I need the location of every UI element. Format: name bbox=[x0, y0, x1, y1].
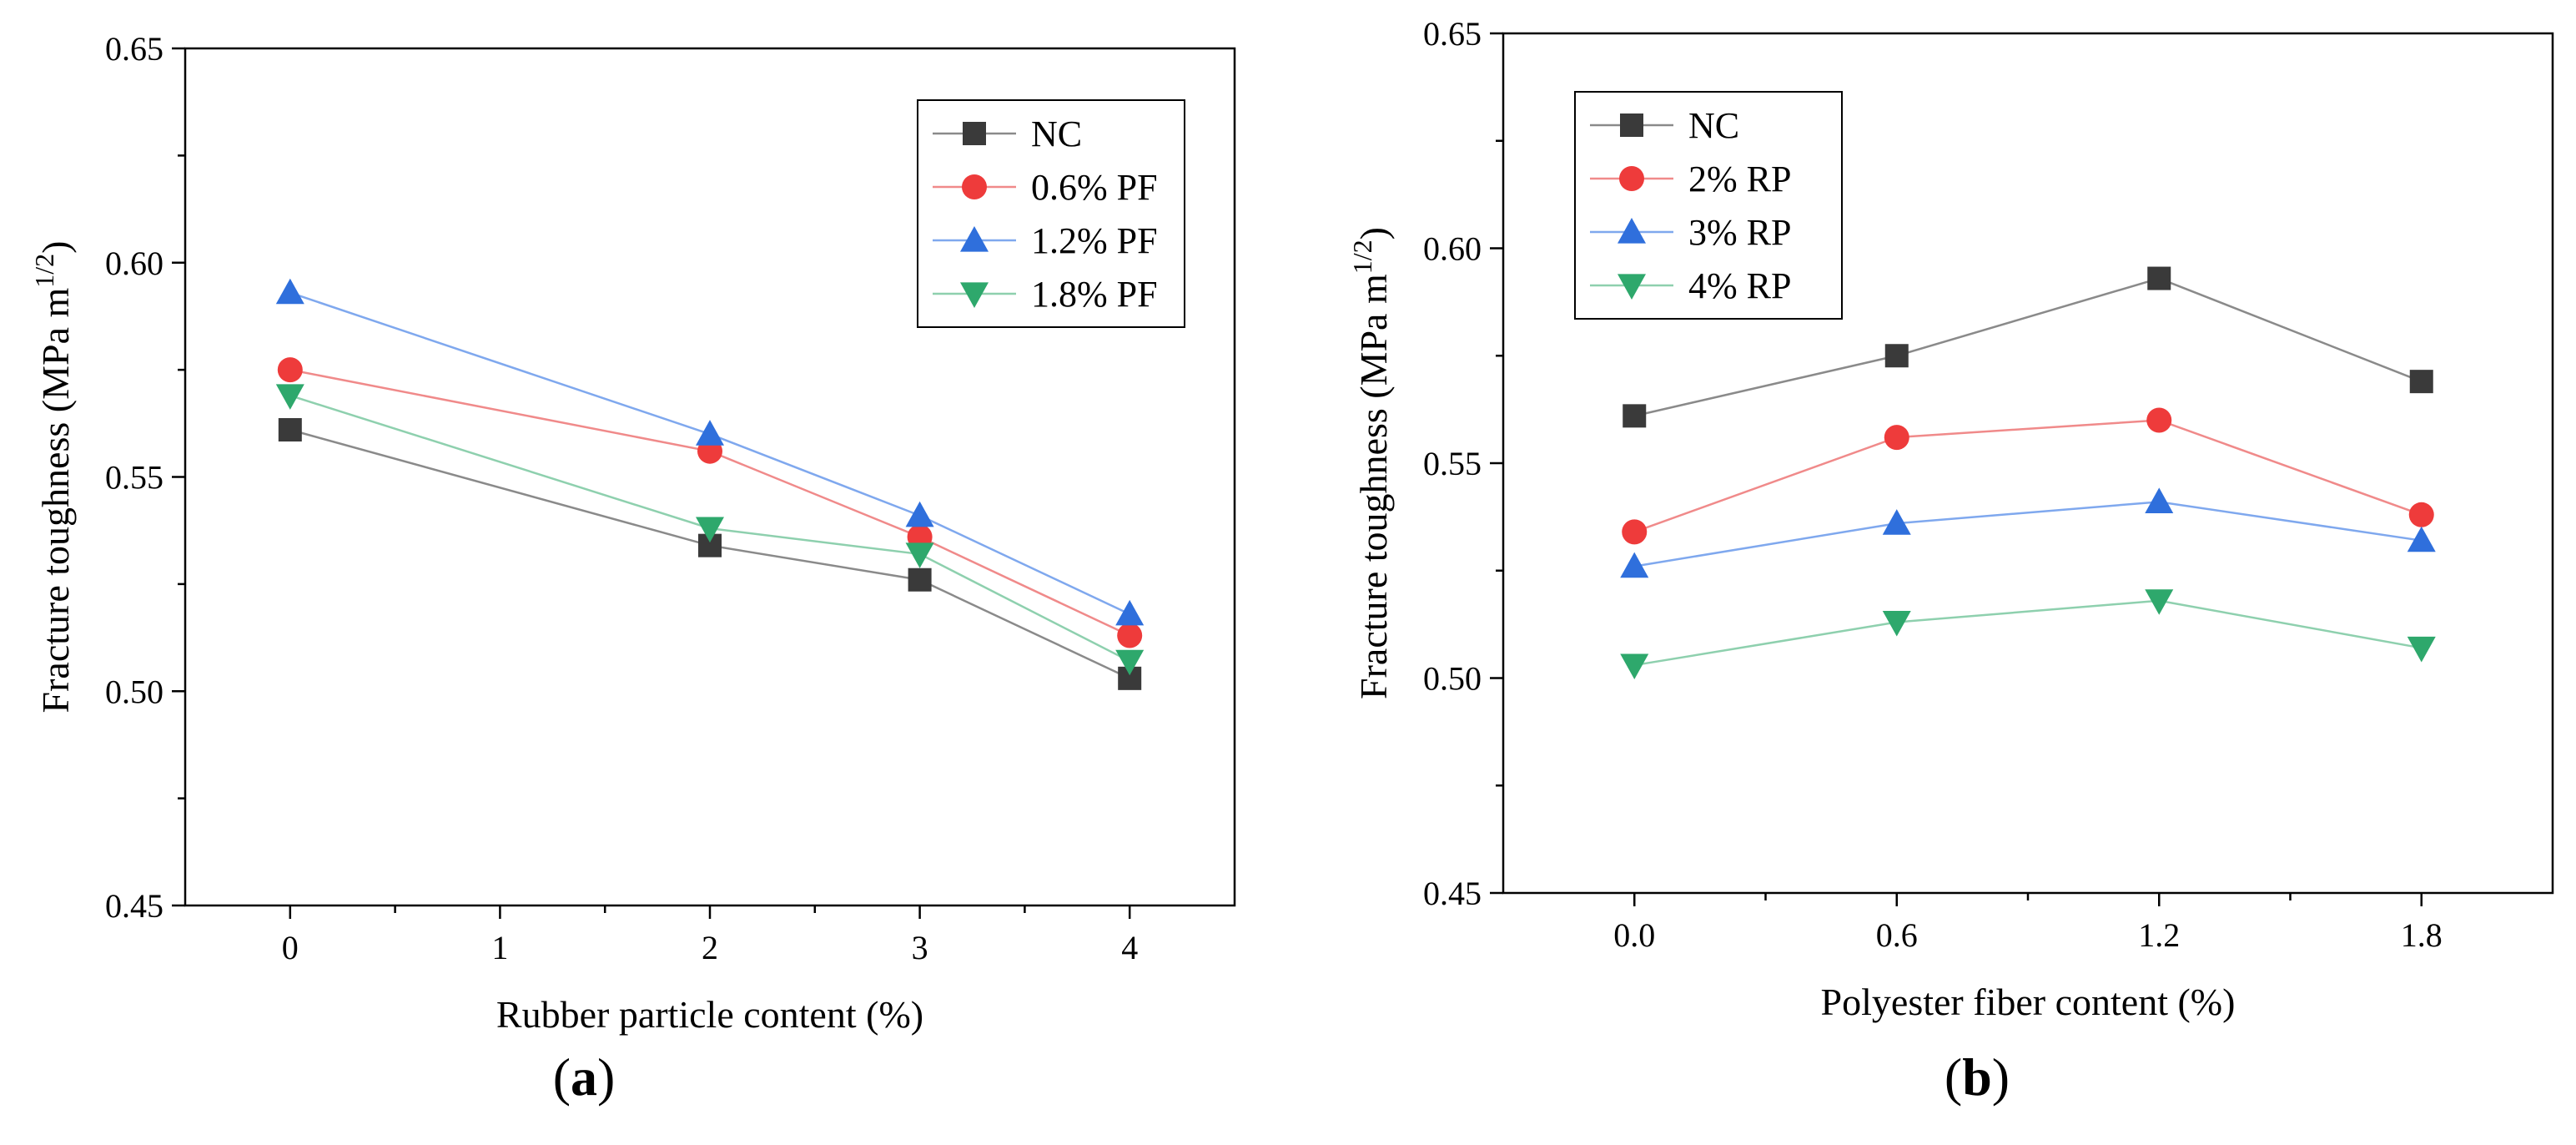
y-tick-label: 0.65 bbox=[105, 30, 164, 68]
x-tick-label: 3 bbox=[912, 929, 928, 966]
data-point-2-2 bbox=[2145, 487, 2174, 513]
series-line-0 bbox=[1633, 277, 2423, 417]
data-point-3-3 bbox=[1115, 649, 1145, 676]
data-point-0-1 bbox=[1884, 344, 1909, 368]
legend-marker-2 bbox=[1618, 218, 1646, 244]
data-point-0-2 bbox=[908, 567, 932, 592]
y-tick-label: 0.60 bbox=[105, 245, 164, 282]
data-point-2-1 bbox=[1882, 509, 1911, 535]
series-line-3 bbox=[289, 394, 1130, 663]
y-axis-label: Fracture toughness (MPa m1/2) bbox=[1347, 227, 1395, 699]
legend-marker-3 bbox=[1618, 274, 1646, 300]
legend-marker-3 bbox=[960, 282, 989, 308]
y-tick-label: 0.60 bbox=[1423, 230, 1482, 268]
data-point-2-0 bbox=[1620, 552, 1649, 578]
series-line-1 bbox=[289, 368, 1130, 637]
legend-box bbox=[1574, 91, 1843, 320]
data-point-1-0 bbox=[277, 357, 303, 383]
panel-label: (a) bbox=[553, 1047, 616, 1107]
legend-marker-0 bbox=[963, 122, 986, 145]
x-tick-label: 1 bbox=[491, 929, 508, 966]
series-line-3 bbox=[1634, 599, 2422, 667]
x-axis-label: Polyester fiber content (%) bbox=[1821, 981, 2236, 1023]
legend-marker-1 bbox=[962, 174, 987, 199]
data-point-0-2 bbox=[2147, 266, 2171, 290]
y-tick-label: 0.55 bbox=[1423, 445, 1482, 482]
legend-label-0: NC bbox=[1031, 113, 1082, 154]
y-tick-label: 0.55 bbox=[105, 459, 164, 497]
legend-marker-2 bbox=[960, 226, 989, 252]
legend-box bbox=[917, 99, 1185, 328]
y-axis-label: Fracture toughness (MPa m1/2) bbox=[29, 241, 77, 714]
y-tick-label: 0.50 bbox=[105, 673, 164, 710]
x-tick-label: 1.2 bbox=[2138, 916, 2180, 954]
data-point-0-0 bbox=[278, 418, 302, 442]
series-line-2 bbox=[1634, 501, 2422, 567]
x-tick-label: 0.6 bbox=[1876, 916, 1918, 954]
x-axis-label: Rubber particle content (%) bbox=[496, 993, 923, 1036]
legend-label-1: 2% RP bbox=[1688, 159, 1791, 199]
x-tick-label: 2 bbox=[702, 929, 718, 966]
x-tick-label: 4 bbox=[1121, 929, 1138, 966]
data-point-1-1 bbox=[1884, 425, 1909, 451]
data-point-0-0 bbox=[1623, 404, 1647, 428]
x-tick-label: 0 bbox=[282, 929, 299, 966]
data-point-2-1 bbox=[696, 420, 724, 446]
data-point-1-2 bbox=[2146, 407, 2172, 433]
chart-a: 0.45 0.50 0.55 0.60 0.65 0 1 2 3 4 Rubber particle… bbox=[29, 30, 1236, 1107]
data-point-3-2 bbox=[2145, 589, 2174, 615]
series-line-0 bbox=[289, 428, 1130, 679]
data-point-3-3 bbox=[2407, 636, 2436, 663]
legend-marker-0 bbox=[1620, 113, 1643, 137]
legend-label-3: 4% RP bbox=[1688, 265, 1791, 306]
legend-label-3: 1.8% PF bbox=[1031, 274, 1158, 315]
x-tick-label: 1.8 bbox=[2401, 916, 2443, 954]
legend-label-0: NC bbox=[1688, 105, 1739, 146]
series-line-1 bbox=[1633, 419, 2423, 533]
data-point-3-1 bbox=[696, 517, 724, 543]
data-point-3-0 bbox=[275, 384, 304, 410]
data-point-1-3 bbox=[1117, 623, 1143, 648]
x-tick-label: 0.0 bbox=[1613, 916, 1655, 954]
data-point-1-0 bbox=[1622, 519, 1648, 545]
data-point-3-0 bbox=[1620, 653, 1649, 680]
chart-b: 0.45 0.50 0.55 0.60 0.65 0.0 0.6 1.2 1.8 Polyeste… bbox=[1347, 15, 2554, 1107]
data-point-3-1 bbox=[1882, 610, 1911, 637]
series-line-2 bbox=[289, 291, 1130, 615]
data-point-2-3 bbox=[2407, 526, 2436, 552]
y-tick-label: 0.45 bbox=[1423, 875, 1482, 912]
panel-label: (b) bbox=[1945, 1047, 2010, 1107]
legend-label-1: 0.6% PF bbox=[1031, 167, 1158, 208]
legend-label-2: 3% RP bbox=[1688, 212, 1791, 253]
data-point-0-3 bbox=[2409, 370, 2433, 394]
y-tick-label: 0.45 bbox=[105, 887, 164, 925]
data-point-2-2 bbox=[905, 501, 934, 527]
legend-label-2: 1.2% PF bbox=[1031, 220, 1158, 261]
legend-marker-1 bbox=[1619, 166, 1644, 191]
data-point-3-2 bbox=[905, 542, 934, 568]
data-point-2-3 bbox=[1115, 599, 1145, 626]
y-tick-label: 0.65 bbox=[1423, 15, 1482, 53]
data-point-2-0 bbox=[275, 278, 304, 305]
data-point-1-3 bbox=[2408, 502, 2434, 527]
y-tick-label: 0.50 bbox=[1423, 660, 1482, 698]
